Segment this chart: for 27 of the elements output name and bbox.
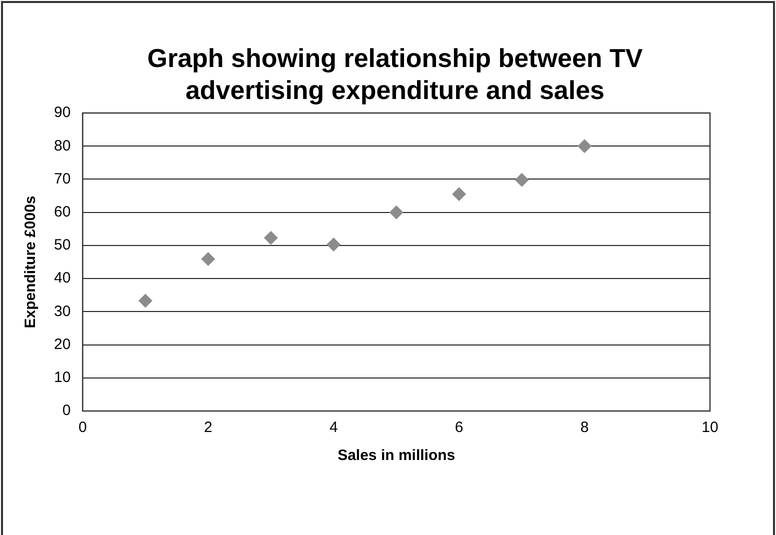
point bbox=[514, 172, 529, 187]
y-tick-label: 50 bbox=[54, 236, 71, 254]
point bbox=[326, 237, 341, 252]
x-tick-label: 10 bbox=[702, 419, 718, 436]
point bbox=[452, 187, 466, 202]
y-axis-title: Expenditure £000s bbox=[22, 196, 40, 328]
point bbox=[389, 205, 404, 220]
point bbox=[138, 294, 152, 308]
y-tick-label: 30 bbox=[54, 302, 71, 320]
y-tick-label: 40 bbox=[54, 270, 71, 287]
y-tick-label: 90 bbox=[54, 104, 71, 122]
point bbox=[264, 230, 278, 245]
y-tick-label: 70 bbox=[54, 170, 71, 188]
y-tick-label: 60 bbox=[54, 203, 71, 220]
x-axis-title: Sales in millions bbox=[338, 447, 456, 464]
y-tick-label: 10 bbox=[54, 369, 71, 386]
y-tick-label: 0 bbox=[62, 402, 71, 420]
point bbox=[578, 139, 592, 154]
x-tick-label: 4 bbox=[329, 419, 338, 436]
y-tick-label: 20 bbox=[54, 336, 71, 353]
x-tick-label: 8 bbox=[580, 419, 589, 436]
y-tick-label: 80 bbox=[54, 137, 71, 154]
chart-title: Graph showing relationship between TV advertising expenditure and sales bbox=[146, 42, 644, 106]
point bbox=[201, 252, 216, 266]
x-tick-label: 6 bbox=[454, 419, 464, 436]
x-tick-label: 0 bbox=[78, 419, 87, 436]
x-tick-label: 2 bbox=[204, 419, 212, 436]
